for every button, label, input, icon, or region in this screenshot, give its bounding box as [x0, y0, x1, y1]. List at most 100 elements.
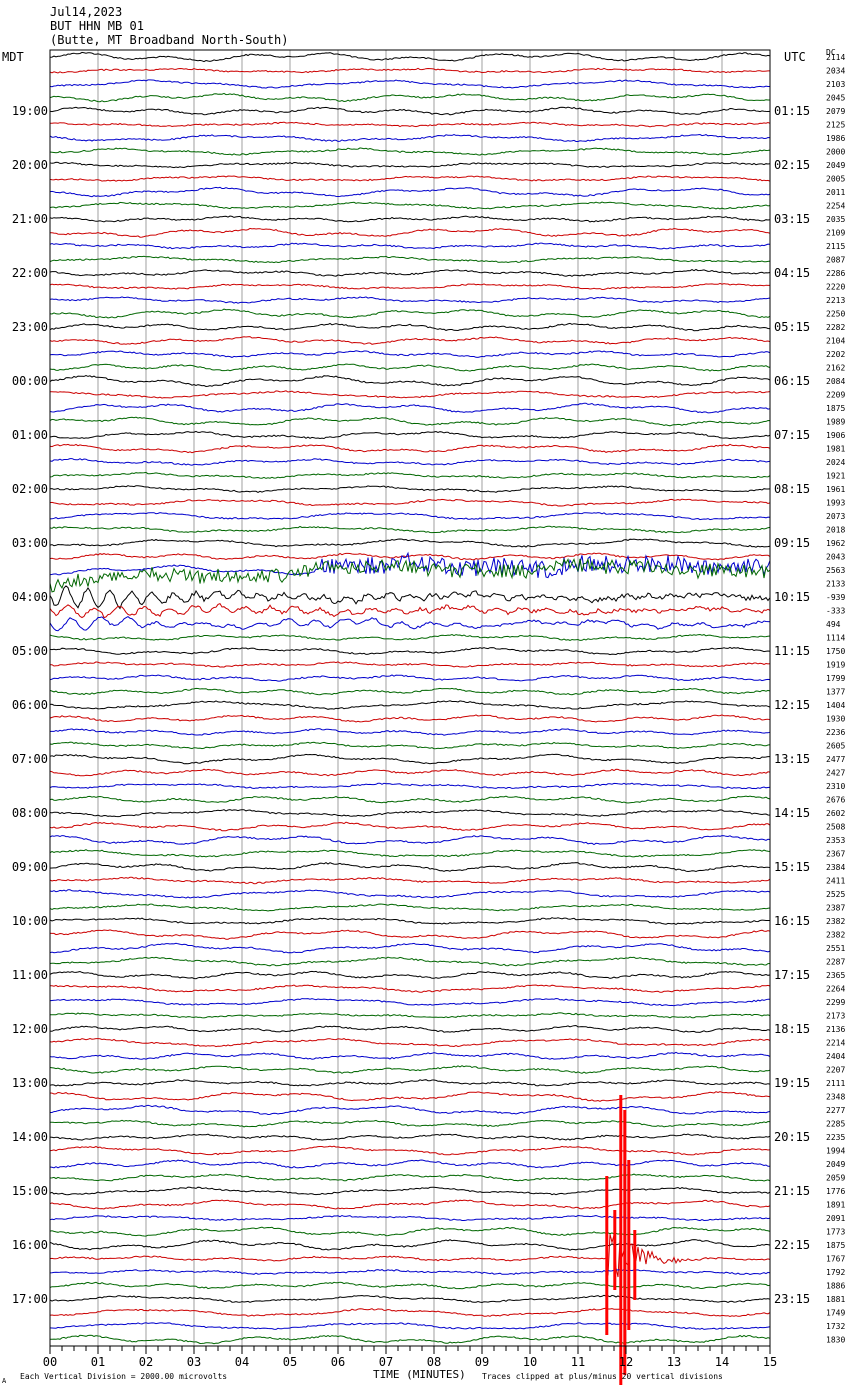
- left-hour-label: 14:00: [12, 1130, 48, 1144]
- trace-row-58: [49, 835, 771, 846]
- dc-offset-label: 2404: [826, 1052, 845, 1061]
- trace-row-87: [49, 1226, 771, 1237]
- left-hour-label: 06:00: [12, 698, 48, 712]
- trace-row-1: [49, 67, 770, 74]
- left-hour-label: 10:00: [12, 914, 48, 928]
- trace-row-38: [49, 551, 771, 579]
- dc-offset-label: 2264: [826, 985, 845, 994]
- trace-row-67: [49, 956, 771, 967]
- trace-row-84: [49, 1186, 771, 1196]
- x-tick-label: 14: [715, 1355, 729, 1369]
- dc-offset-label: 2084: [826, 377, 845, 386]
- dc-offset-label: 2254: [826, 202, 845, 211]
- trace-row-11: [49, 201, 771, 210]
- seismic-traces: [49, 51, 771, 1385]
- trace-row-43: [49, 633, 771, 641]
- dc-offset-label: -333: [826, 607, 845, 616]
- right-hour-label: 09:15: [774, 536, 810, 550]
- left-hour-label: 09:00: [12, 860, 48, 874]
- left-hour-label: 16:00: [12, 1238, 48, 1252]
- dc-offset-label: 1114: [826, 634, 845, 643]
- location-label: (Butte, MT Broadband North-South): [50, 33, 289, 47]
- dc-offset-label: 2173: [826, 1012, 845, 1021]
- left-hour-label: 15:00: [12, 1184, 48, 1198]
- dc-offset-label: 2115: [826, 242, 845, 251]
- trace-row-90: [49, 1269, 771, 1276]
- dc-offset-label: 2427: [826, 769, 845, 778]
- trace-row-81: [49, 1145, 771, 1156]
- trace-row-76: [49, 1079, 771, 1087]
- station-label: BUT HHN MB 01: [50, 19, 144, 33]
- clip-note: Traces clipped at plus/minus 20 vertical…: [482, 1372, 723, 1381]
- dc-offset-label: 2525: [826, 890, 845, 899]
- right-hour-label: 22:15: [774, 1238, 810, 1252]
- trace-row-29: [49, 443, 771, 454]
- trace-row-14: [49, 242, 771, 250]
- dc-offset-label: 2286: [826, 269, 845, 278]
- x-tick-label: 04: [235, 1355, 249, 1369]
- trace-row-83: [49, 1173, 771, 1182]
- dc-offset-label: 2049: [826, 161, 845, 170]
- left-hour-label: 22:00: [12, 266, 48, 280]
- dc-offset-label: 2382: [826, 931, 845, 940]
- trace-row-40: [49, 585, 771, 610]
- left-hour-label: 03:00: [12, 536, 48, 550]
- right-hour-label: 06:15: [774, 374, 810, 388]
- trace-row-60: [49, 862, 771, 873]
- dc-offset-label: 2382: [826, 917, 845, 926]
- trace-row-18: [49, 296, 771, 304]
- left-hour-label: 13:00: [12, 1076, 48, 1090]
- trace-row-85: [49, 1199, 771, 1210]
- left-hour-label: 07:00: [12, 752, 48, 766]
- x-tick-label: 01: [91, 1355, 105, 1369]
- trace-row-86: [49, 1214, 771, 1222]
- trace-row-82: [49, 1159, 770, 1169]
- right-hour-label: 23:15: [774, 1292, 810, 1306]
- right-hour-label: 07:15: [774, 428, 810, 442]
- trace-row-95: [49, 1334, 771, 1345]
- trace-row-23: [49, 363, 771, 372]
- trace-row-50: [50, 728, 771, 736]
- trace-row-44: [49, 646, 771, 656]
- trace-row-51: [49, 741, 771, 750]
- dc-offset-label: 2551: [826, 944, 845, 953]
- dc-offset-label: 1886: [826, 1282, 845, 1291]
- dc-offset-label: 2018: [826, 526, 845, 535]
- trace-row-9: [49, 175, 771, 182]
- dc-offset-label: 2207: [826, 1066, 845, 1075]
- dc-offset-label: 2079: [826, 107, 845, 116]
- dc-offset-label: 2111: [826, 1079, 845, 1088]
- dc-offset-label: 2114: [826, 53, 845, 62]
- right-hour-label: 02:15: [774, 158, 810, 172]
- dc-offset-label: 2202: [826, 350, 845, 359]
- trace-row-4: [49, 106, 771, 116]
- trace-row-89: [49, 1233, 771, 1278]
- dc-offset-label: 2133: [826, 580, 845, 589]
- corner-mark: A: [2, 1377, 7, 1385]
- dc-offset-label: 1799: [826, 674, 845, 683]
- right-hour-label: 20:15: [774, 1130, 810, 1144]
- dc-offset-label: 2213: [826, 296, 845, 305]
- x-tick-label: 02: [139, 1355, 153, 1369]
- trace-row-79: [50, 1119, 771, 1128]
- left-hour-label: 19:00: [12, 104, 48, 118]
- dc-offset-label: 2250: [826, 310, 845, 319]
- trace-row-66: [49, 942, 771, 954]
- left-hour-labels: 19:00 20:00 21:00 22:00 23:00 00:00 01:00 02:00…: [12, 104, 48, 1306]
- right-hour-label: 01:15: [774, 104, 810, 118]
- trace-row-28: [49, 430, 771, 440]
- dc-offset-label: 2214: [826, 1039, 845, 1048]
- right-hour-label: 18:15: [774, 1022, 810, 1036]
- dc-offset-label: 1993: [826, 499, 845, 508]
- dc-offset-label: 1930: [826, 715, 845, 724]
- right-hour-label: 08:15: [774, 482, 810, 496]
- trace-row-26: [49, 402, 771, 414]
- dc-offset-label: 2277: [826, 1106, 845, 1115]
- right-hour-label: 12:15: [774, 698, 810, 712]
- dc-offset-label: 2353: [826, 836, 845, 845]
- trace-row-24: [49, 374, 771, 388]
- dc-offset-label: 1767: [826, 1255, 845, 1264]
- left-hour-label: 23:00: [12, 320, 48, 334]
- trace-row-62: [49, 889, 771, 899]
- trace-row-69: [50, 984, 771, 993]
